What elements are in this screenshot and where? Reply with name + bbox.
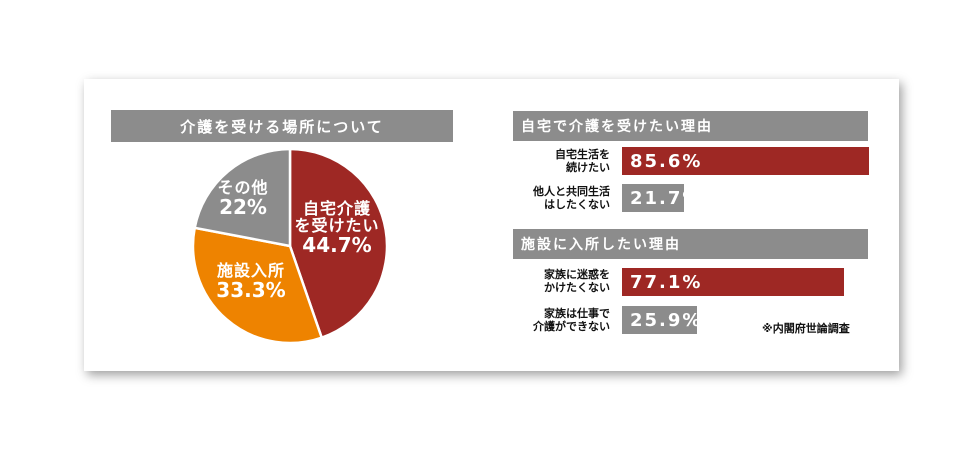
pie-label-other-line1: その他: [217, 178, 269, 197]
bar-no-burden: 77.1%: [622, 268, 845, 296]
facility-reasons-title: 施設に入所したい理由: [513, 229, 868, 259]
pie-label-home-line2: を受けたい: [294, 215, 380, 235]
pie-chart: [191, 147, 389, 345]
pie-chart-title: 介護を受ける場所について: [111, 110, 453, 142]
pie-slice-facility: [191, 226, 324, 345]
bar-no-shared-living: 21.7%: [622, 184, 700, 212]
bar-label-no-shared-living-line1: 他人と共同生活: [533, 185, 610, 198]
pie-label-home-line1: 自宅介護: [302, 199, 371, 218]
bar-label-continue-home: 自宅生活を 続けたい: [508, 148, 610, 174]
pie-value-facility: 33.3%: [216, 277, 286, 302]
pie-value-other: 22%: [219, 194, 267, 219]
bar-label-family-busy: 家族は仕事で 介護ができない: [508, 307, 610, 333]
bar-value-no-burden: 77.1%: [630, 271, 703, 293]
bar-label-no-burden-line2: かけたくない: [544, 281, 610, 294]
bar-label-continue-home-line1: 自宅生活を: [555, 148, 610, 161]
pie-label-other: その他 22%: [210, 178, 276, 219]
bar-label-family-busy-line2: 介護ができない: [533, 320, 610, 333]
pie-label-home: 自宅介護 を受けたい 44.7%: [292, 199, 382, 257]
pie-label-facility: 施設入所 33.3%: [208, 261, 294, 302]
bar-value-continue-home: 85.6%: [630, 150, 703, 172]
bar-value-no-shared-living: 21.7%: [630, 187, 703, 209]
pie-slice-other: [193, 147, 292, 248]
bar-continue-home: 85.6%: [622, 147, 869, 175]
bar-label-no-shared-living-line2: はしたくない: [544, 198, 610, 211]
source-note: ※内閣府世論調査: [762, 322, 850, 335]
bar-label-family-busy-line1: 家族は仕事で: [544, 307, 610, 320]
bar-label-no-shared-living: 他人と共同生活 はしたくない: [508, 185, 610, 211]
bar-family-busy: 25.9%: [622, 306, 700, 334]
pie-slice-home: [288, 147, 389, 340]
pie-value-home: 44.7%: [302, 232, 372, 257]
pie-label-facility-line1: 施設入所: [216, 261, 285, 280]
bar-label-continue-home-line2: 続けたい: [566, 161, 610, 174]
bar-value-family-busy: 25.9%: [630, 309, 703, 331]
bar-label-no-burden-line1: 家族に迷惑を: [544, 268, 610, 281]
bar-label-no-burden: 家族に迷惑を かけたくない: [508, 268, 610, 294]
home-reasons-title: 自宅で介護を受けたい理由: [513, 111, 868, 141]
